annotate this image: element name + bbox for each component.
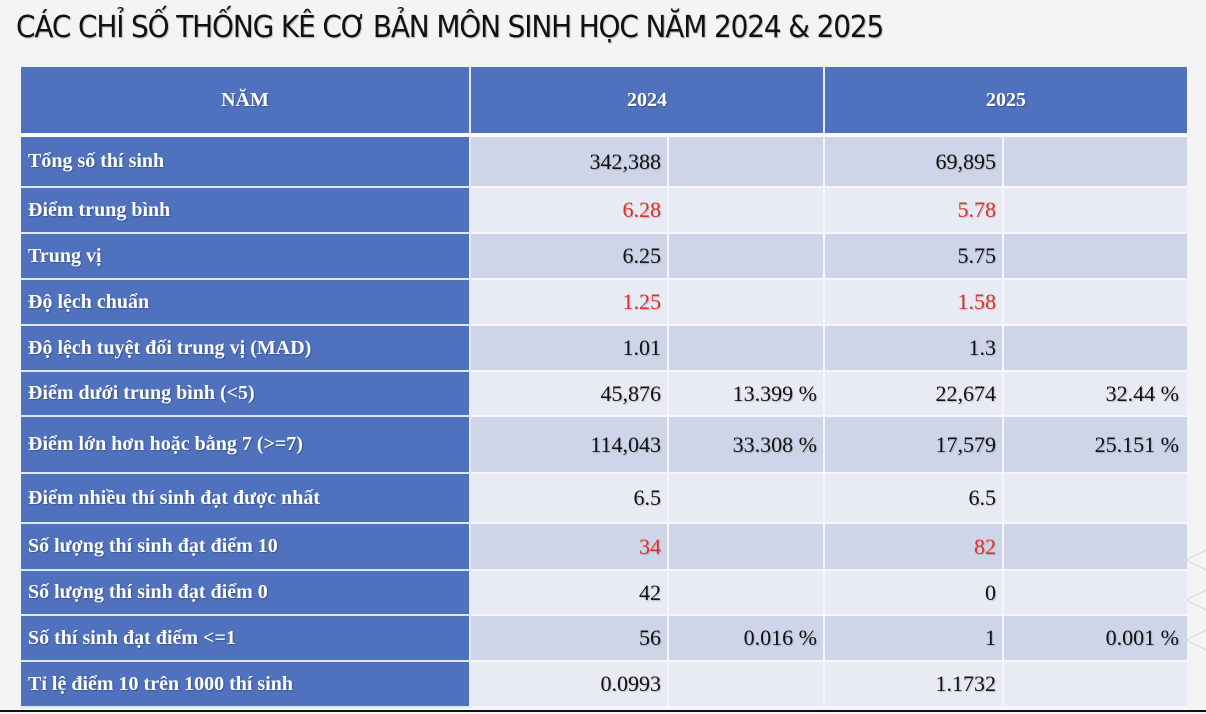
percent-2025: 25.151 % <box>1003 416 1187 474</box>
row-label: Số lượng thí sinh đạt điểm 10 <box>21 523 471 571</box>
header-row: NĂM 2024 2025 <box>21 67 1187 137</box>
value-2024: 6.25 <box>470 233 669 280</box>
table-row: Tỉ lệ điểm 10 trên 1000 thí sinh 0.0993 1.… <box>21 661 1187 708</box>
value-2024: 45,876 <box>470 371 669 417</box>
percent-2025: 0.001 % <box>1003 615 1187 662</box>
table-row: Độ lệch tuyệt đối trung vị (MAD) 1.01 1.3 <box>21 325 1187 372</box>
percent-2024 <box>668 233 825 280</box>
statistics-table: NĂM 2024 2025 Tổng số thí sinh 342,388 69,… <box>21 67 1187 708</box>
header-2025: 2025 <box>824 67 1187 137</box>
percent-2025 <box>1003 570 1187 616</box>
percent-2024: 33.308 % <box>668 416 825 474</box>
value-2025: 17,579 <box>824 416 1004 474</box>
value-2024: 1.01 <box>470 325 669 372</box>
slide-title: CÁC CHỈ SỐ THỐNG KÊ CƠ BẢN MÔN SINH HỌC … <box>16 10 884 45</box>
value-2025: 82 <box>824 523 1004 571</box>
value-2024: 0.0993 <box>470 661 669 708</box>
percent-2025 <box>1003 279 1187 326</box>
percent-2024 <box>668 187 825 234</box>
percent-2024 <box>668 570 825 616</box>
value-2025: 1.3 <box>824 325 1004 372</box>
row-label: Điểm lớn hơn hoặc bằng 7 (>=7) <box>21 416 471 474</box>
value-2024: 34 <box>470 523 669 571</box>
table-row: Độ lệch chuẩn 1.25 1.58 <box>21 279 1187 326</box>
percent-2025: 32.44 % <box>1003 371 1187 417</box>
table-row: Số lượng thí sinh đạt điểm 10 34 82 <box>21 523 1187 571</box>
row-label: Điểm dưới trung bình (<5) <box>21 371 471 417</box>
row-label: Số thí sinh đạt điểm <=1 <box>21 615 471 662</box>
table-row: Tổng số thí sinh 342,388 69,895 <box>21 135 1187 188</box>
value-2025: 22,674 <box>824 371 1004 417</box>
percent-2025 <box>1003 325 1187 372</box>
table-row: Số thí sinh đạt điểm <=1 56 0.016 % 1 0.001 … <box>21 615 1187 662</box>
value-2024: 342,388 <box>470 135 669 188</box>
value-2025: 69,895 <box>824 135 1004 188</box>
percent-2024: 13.399 % <box>668 371 825 417</box>
percent-2024 <box>668 523 825 571</box>
value-2025: 0 <box>824 570 1004 616</box>
row-label: Tổng số thí sinh <box>21 135 471 188</box>
percent-2024 <box>668 473 825 524</box>
value-2025: 1.58 <box>824 279 1004 326</box>
value-2024: 6.5 <box>470 473 669 524</box>
value-2025: 6.5 <box>824 473 1004 524</box>
row-label: Độ lệch chuẩn <box>21 279 471 326</box>
table-row: Điểm nhiều thí sinh đạt được nhất 6.5 6.5 <box>21 473 1187 524</box>
percent-2025 <box>1003 523 1187 571</box>
row-label: Điểm trung bình <box>21 187 471 234</box>
value-2025: 5.75 <box>824 233 1004 280</box>
value-2024: 6.28 <box>470 187 669 234</box>
bottom-rule <box>0 710 1206 712</box>
percent-2025 <box>1003 661 1187 708</box>
row-label: Trung vị <box>21 233 471 280</box>
value-2024: 1.25 <box>470 279 669 326</box>
table-row: Điểm trung bình 6.28 5.78 <box>21 187 1187 234</box>
value-2025: 1 <box>824 615 1004 662</box>
table-row: Số lượng thí sinh đạt điểm 0 42 0 <box>21 570 1187 616</box>
percent-2025 <box>1003 135 1187 188</box>
value-2025: 5.78 <box>824 187 1004 234</box>
percent-2024 <box>668 135 825 188</box>
header-2024: 2024 <box>470 67 825 137</box>
value-2024: 114,043 <box>470 416 669 474</box>
table-row: Điểm dưới trung bình (<5) 45,876 13.399 % 2… <box>21 371 1187 417</box>
percent-2025 <box>1003 233 1187 280</box>
table-row: Điểm lớn hơn hoặc bằng 7 (>=7) 114,043 33.… <box>21 416 1187 474</box>
value-2025: 1.1732 <box>824 661 1004 708</box>
row-label: Tỉ lệ điểm 10 trên 1000 thí sinh <box>21 661 471 708</box>
row-label: Điểm nhiều thí sinh đạt được nhất <box>21 473 471 524</box>
percent-2025 <box>1003 187 1187 234</box>
percent-2024 <box>668 661 825 708</box>
decorative-chevrons-icon <box>1184 549 1206 651</box>
percent-2024 <box>668 279 825 326</box>
row-label: Độ lệch tuyệt đối trung vị (MAD) <box>21 325 471 372</box>
percent-2024 <box>668 325 825 372</box>
percent-2025 <box>1003 473 1187 524</box>
percent-2024: 0.016 % <box>668 615 825 662</box>
value-2024: 42 <box>470 570 669 616</box>
value-2024: 56 <box>470 615 669 662</box>
table-row: Trung vị 6.25 5.75 <box>21 233 1187 280</box>
row-label: Số lượng thí sinh đạt điểm 0 <box>21 570 471 616</box>
header-year-label: NĂM <box>21 67 471 137</box>
